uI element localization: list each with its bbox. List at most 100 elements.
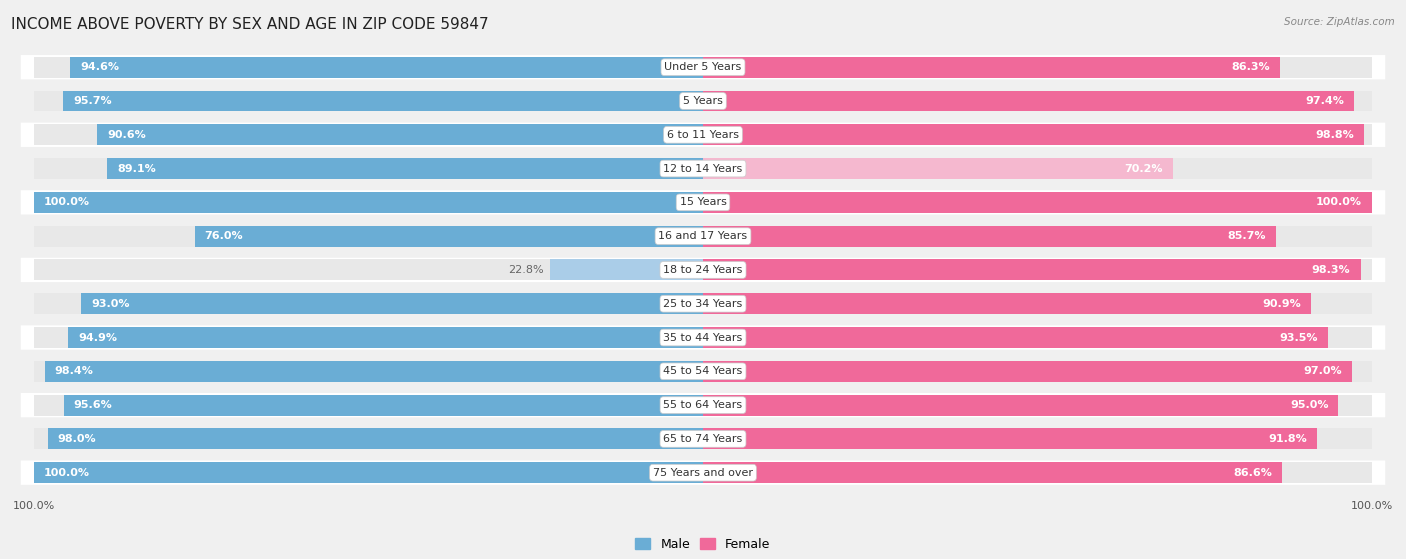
FancyBboxPatch shape bbox=[21, 292, 1385, 316]
Bar bbox=[551, 259, 703, 281]
Text: 100.0%: 100.0% bbox=[44, 468, 90, 478]
Text: 25 to 34 Years: 25 to 34 Years bbox=[664, 299, 742, 309]
FancyBboxPatch shape bbox=[21, 55, 1385, 79]
Bar bbox=[70, 56, 703, 78]
Text: 95.0%: 95.0% bbox=[1289, 400, 1329, 410]
Bar bbox=[703, 192, 1372, 213]
FancyBboxPatch shape bbox=[21, 190, 1385, 215]
Text: 97.0%: 97.0% bbox=[1303, 366, 1341, 376]
Bar bbox=[34, 395, 703, 415]
Bar bbox=[194, 226, 703, 247]
Text: 90.6%: 90.6% bbox=[107, 130, 146, 140]
Text: 93.0%: 93.0% bbox=[91, 299, 129, 309]
Bar bbox=[703, 158, 1372, 179]
Text: 89.1%: 89.1% bbox=[117, 164, 156, 174]
FancyBboxPatch shape bbox=[21, 393, 1385, 417]
Text: 97.4%: 97.4% bbox=[1306, 96, 1344, 106]
Text: 15 Years: 15 Years bbox=[679, 197, 727, 207]
Text: 18 to 24 Years: 18 to 24 Years bbox=[664, 265, 742, 275]
Bar bbox=[703, 395, 1372, 415]
Bar bbox=[703, 192, 1372, 213]
Bar bbox=[703, 327, 1372, 348]
Bar bbox=[703, 124, 1372, 145]
Bar bbox=[34, 327, 703, 348]
Bar bbox=[34, 91, 703, 111]
Bar bbox=[703, 462, 1282, 483]
Text: Under 5 Years: Under 5 Years bbox=[665, 62, 741, 72]
Text: 75 Years and over: 75 Years and over bbox=[652, 468, 754, 478]
FancyBboxPatch shape bbox=[21, 359, 1385, 383]
Bar bbox=[703, 361, 1351, 382]
Bar bbox=[97, 124, 703, 145]
Bar bbox=[703, 158, 1173, 179]
Text: 86.6%: 86.6% bbox=[1233, 468, 1272, 478]
Legend: Male, Female: Male, Female bbox=[630, 533, 776, 556]
Bar bbox=[45, 361, 703, 382]
Text: 45 to 54 Years: 45 to 54 Years bbox=[664, 366, 742, 376]
Text: 12 to 14 Years: 12 to 14 Years bbox=[664, 164, 742, 174]
Text: 98.4%: 98.4% bbox=[55, 366, 94, 376]
Text: 95.7%: 95.7% bbox=[73, 96, 111, 106]
FancyBboxPatch shape bbox=[21, 258, 1385, 282]
Bar bbox=[34, 462, 703, 483]
Text: 22.8%: 22.8% bbox=[508, 265, 544, 275]
FancyBboxPatch shape bbox=[21, 89, 1385, 113]
Text: Source: ZipAtlas.com: Source: ZipAtlas.com bbox=[1284, 17, 1395, 27]
Text: 93.5%: 93.5% bbox=[1279, 333, 1319, 343]
Text: 16 and 17 Years: 16 and 17 Years bbox=[658, 231, 748, 241]
Text: 94.9%: 94.9% bbox=[79, 333, 117, 343]
Bar bbox=[703, 361, 1372, 382]
Bar bbox=[703, 259, 1372, 281]
FancyBboxPatch shape bbox=[21, 122, 1385, 147]
Bar bbox=[703, 124, 1364, 145]
Text: 85.7%: 85.7% bbox=[1227, 231, 1267, 241]
Bar bbox=[703, 428, 1372, 449]
Bar bbox=[34, 226, 703, 247]
Text: 76.0%: 76.0% bbox=[205, 231, 243, 241]
Text: 94.6%: 94.6% bbox=[80, 62, 120, 72]
Bar bbox=[703, 395, 1339, 415]
Text: 98.8%: 98.8% bbox=[1315, 130, 1354, 140]
Bar bbox=[703, 91, 1354, 111]
Bar bbox=[34, 192, 703, 213]
FancyBboxPatch shape bbox=[21, 325, 1385, 350]
Text: 98.0%: 98.0% bbox=[58, 434, 96, 444]
Text: 65 to 74 Years: 65 to 74 Years bbox=[664, 434, 742, 444]
Bar bbox=[48, 428, 703, 449]
Bar bbox=[703, 226, 1277, 247]
Text: 100.0%: 100.0% bbox=[13, 501, 55, 511]
Bar bbox=[703, 259, 1361, 281]
Bar bbox=[34, 158, 703, 179]
Text: 86.3%: 86.3% bbox=[1232, 62, 1270, 72]
FancyBboxPatch shape bbox=[21, 157, 1385, 181]
Bar bbox=[703, 428, 1317, 449]
Text: 100.0%: 100.0% bbox=[1316, 197, 1362, 207]
Bar bbox=[63, 395, 703, 415]
Bar bbox=[703, 327, 1329, 348]
Text: 100.0%: 100.0% bbox=[1351, 501, 1393, 511]
Text: INCOME ABOVE POVERTY BY SEX AND AGE IN ZIP CODE 59847: INCOME ABOVE POVERTY BY SEX AND AGE IN Z… bbox=[11, 17, 489, 32]
Text: 90.9%: 90.9% bbox=[1263, 299, 1301, 309]
Bar bbox=[34, 56, 703, 78]
Bar bbox=[703, 91, 1372, 111]
FancyBboxPatch shape bbox=[21, 461, 1385, 485]
Bar bbox=[34, 428, 703, 449]
FancyBboxPatch shape bbox=[21, 427, 1385, 451]
Bar bbox=[703, 293, 1310, 314]
Bar bbox=[107, 158, 703, 179]
Bar bbox=[34, 124, 703, 145]
Text: 55 to 64 Years: 55 to 64 Years bbox=[664, 400, 742, 410]
Bar bbox=[34, 259, 703, 281]
Text: 95.6%: 95.6% bbox=[73, 400, 112, 410]
Text: 6 to 11 Years: 6 to 11 Years bbox=[666, 130, 740, 140]
Bar bbox=[703, 293, 1372, 314]
Text: 5 Years: 5 Years bbox=[683, 96, 723, 106]
Bar bbox=[703, 226, 1372, 247]
FancyBboxPatch shape bbox=[21, 224, 1385, 248]
Text: 98.3%: 98.3% bbox=[1312, 265, 1351, 275]
Text: 35 to 44 Years: 35 to 44 Years bbox=[664, 333, 742, 343]
Bar bbox=[34, 192, 703, 213]
Bar bbox=[703, 56, 1372, 78]
Text: 100.0%: 100.0% bbox=[44, 197, 90, 207]
Bar bbox=[703, 56, 1281, 78]
